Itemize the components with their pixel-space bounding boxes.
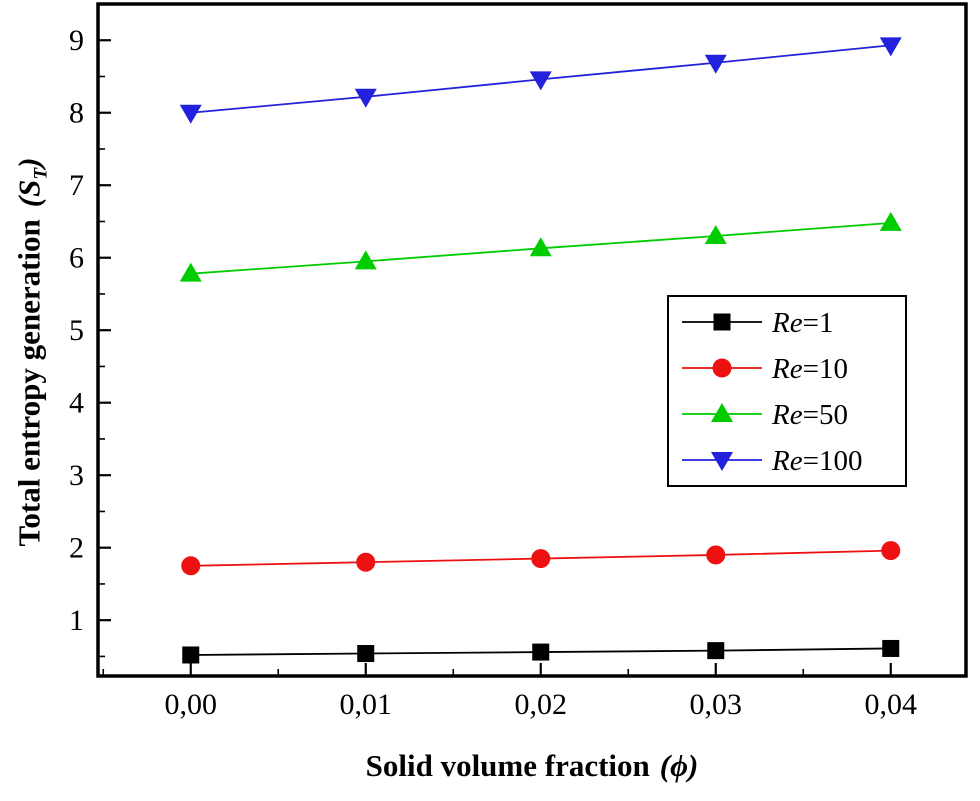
legend-label: Re=1 — [771, 307, 833, 339]
legend-item: Re=50 — [682, 399, 848, 431]
series-group — [179, 37, 902, 664]
svg-text:0,01: 0,01 — [340, 688, 393, 721]
legend: Re=1 Re=10 Re=50 Re=100 — [667, 295, 907, 487]
x-tick-labels: 0,00 0,01 0,02 0,03 0,04 — [165, 688, 918, 721]
x-axis-title-symbol: (ϕ) — [659, 748, 699, 783]
legend-label: Re=50 — [771, 399, 848, 431]
legend-item: Re=1 — [682, 307, 833, 339]
x-axis-title: Solid volume fraction (ϕ) — [98, 748, 966, 784]
svg-text:4: 4 — [69, 387, 84, 420]
svg-text:0,00: 0,00 — [165, 688, 218, 721]
plot-area: 1 2 3 4 5 6 7 8 9 0,00 0,01 0,02 0,03 0,04 — [69, 2, 968, 721]
legend-label: Re=100 — [771, 445, 862, 477]
svg-text:0,03: 0,03 — [690, 688, 743, 721]
svg-text:8: 8 — [69, 97, 84, 130]
svg-text:9: 9 — [69, 24, 84, 57]
y-axis-title-subscript: T — [30, 167, 52, 180]
svg-text:3: 3 — [69, 459, 84, 492]
legend-label: Re=10 — [771, 353, 848, 385]
y-axis-title-symbol: (S — [11, 179, 47, 208]
svg-text:7: 7 — [69, 169, 84, 202]
svg-text:1: 1 — [69, 604, 84, 637]
y-axis-title-text: Total entropy generation — [11, 219, 47, 547]
svg-text:0,02: 0,02 — [515, 688, 568, 721]
legend-item: Re=10 — [682, 353, 848, 385]
legend-item: Re=100 — [682, 445, 862, 477]
svg-text:5: 5 — [69, 314, 84, 347]
y-axis-title-symbol-close: ) — [11, 157, 47, 168]
y-axis-title: Total entropy generation (ST) — [11, 158, 52, 547]
svg-text:2: 2 — [69, 532, 84, 565]
svg-text:6: 6 — [69, 242, 84, 275]
y-tick-labels: 1 2 3 4 5 6 7 8 9 — [69, 24, 84, 637]
x-axis-title-text: Solid volume fraction — [365, 748, 650, 783]
svg-text:0,04: 0,04 — [865, 688, 918, 721]
